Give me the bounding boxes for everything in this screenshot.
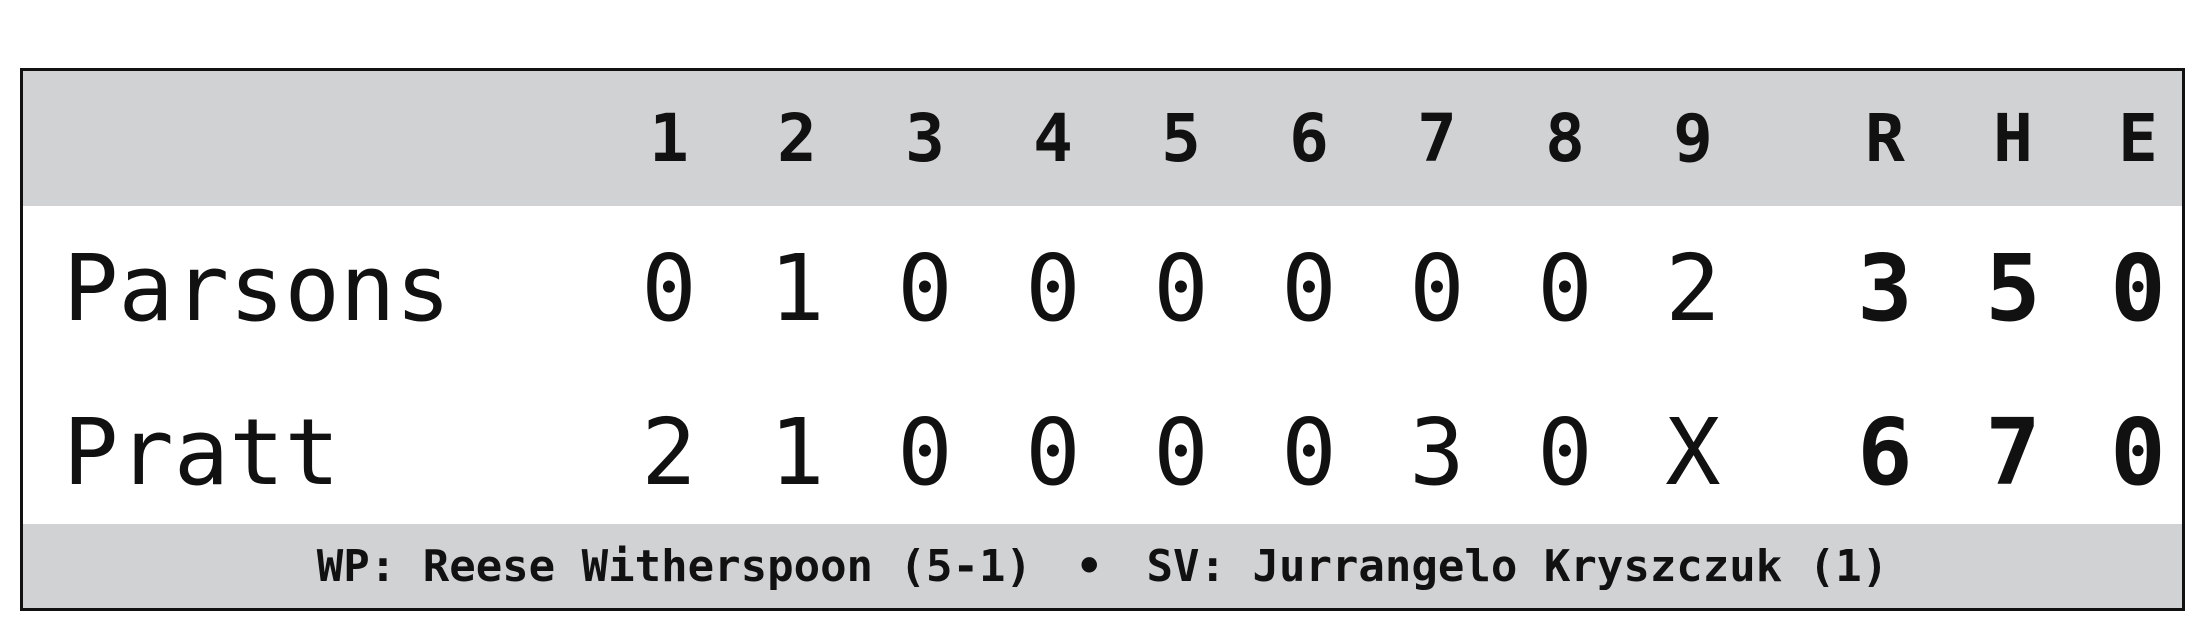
inning-6-header: 6	[1289, 100, 1329, 177]
line-score-board: 1 2 3 4 5 6 7 8 9 R H E Parsons 0 1 0 0 …	[20, 68, 2185, 611]
inning-score: 3	[1409, 398, 1465, 506]
hits-header: H	[1993, 100, 2033, 177]
errors-total: 0	[2110, 234, 2166, 342]
inning-score: 0	[1537, 234, 1593, 342]
separator-bullet: •	[1076, 540, 1103, 592]
inning-score: 0	[1409, 234, 1465, 342]
team-name: Parsons	[63, 234, 451, 342]
inning-score: 0	[1281, 234, 1337, 342]
team-row-away: Parsons 0 1 0 0 0 0 0 0 2 3 5 0	[23, 206, 2182, 370]
inning-2-header: 2	[777, 100, 817, 177]
save-pitcher: SV: Jurrangelo Kryszczuk (1)	[1146, 540, 1889, 592]
runs-header: R	[1865, 100, 1905, 177]
inning-score: 2	[1665, 234, 1721, 342]
inning-score: 2	[641, 398, 697, 506]
inning-score: 0	[1153, 398, 1209, 506]
inning-score: 0	[1025, 234, 1081, 342]
inning-score: 0	[1537, 398, 1593, 506]
winning-pitcher: WP: Reese Witherspoon (5-1)	[316, 540, 1032, 592]
team-row-home: Pratt 2 1 0 0 0 0 3 0 X 6 7 0	[23, 370, 2182, 534]
inning-8-header: 8	[1545, 100, 1585, 177]
inning-score: X	[1665, 398, 1721, 506]
pitching-summary-footer: WP: Reese Witherspoon (5-1) • SV: Jurrange…	[23, 524, 2182, 608]
inning-7-header: 7	[1417, 100, 1457, 177]
runs-total: 6	[1857, 398, 1913, 506]
inning-9-header: 9	[1673, 100, 1713, 177]
header-row: 1 2 3 4 5 6 7 8 9 R H E	[23, 71, 2182, 206]
errors-header: E	[2118, 100, 2158, 177]
inning-4-header: 4	[1033, 100, 1073, 177]
inning-score: 0	[641, 234, 697, 342]
inning-3-header: 3	[905, 100, 945, 177]
hits-total: 7	[1985, 398, 2041, 506]
inning-score: 1	[769, 398, 825, 506]
errors-total: 0	[2110, 398, 2166, 506]
inning-score: 0	[897, 398, 953, 506]
runs-total: 3	[1857, 234, 1913, 342]
hits-total: 5	[1985, 234, 2041, 342]
team-name: Pratt	[63, 398, 340, 506]
inning-score: 0	[1281, 398, 1337, 506]
pitching-summary: WP: Reese Witherspoon (5-1) • SV: Jurrange…	[23, 524, 2182, 608]
inning-score: 0	[1025, 398, 1081, 506]
inning-score: 0	[1153, 234, 1209, 342]
inning-1-header: 1	[649, 100, 689, 177]
inning-score: 0	[897, 234, 953, 342]
inning-5-header: 5	[1161, 100, 1201, 177]
inning-score: 1	[769, 234, 825, 342]
